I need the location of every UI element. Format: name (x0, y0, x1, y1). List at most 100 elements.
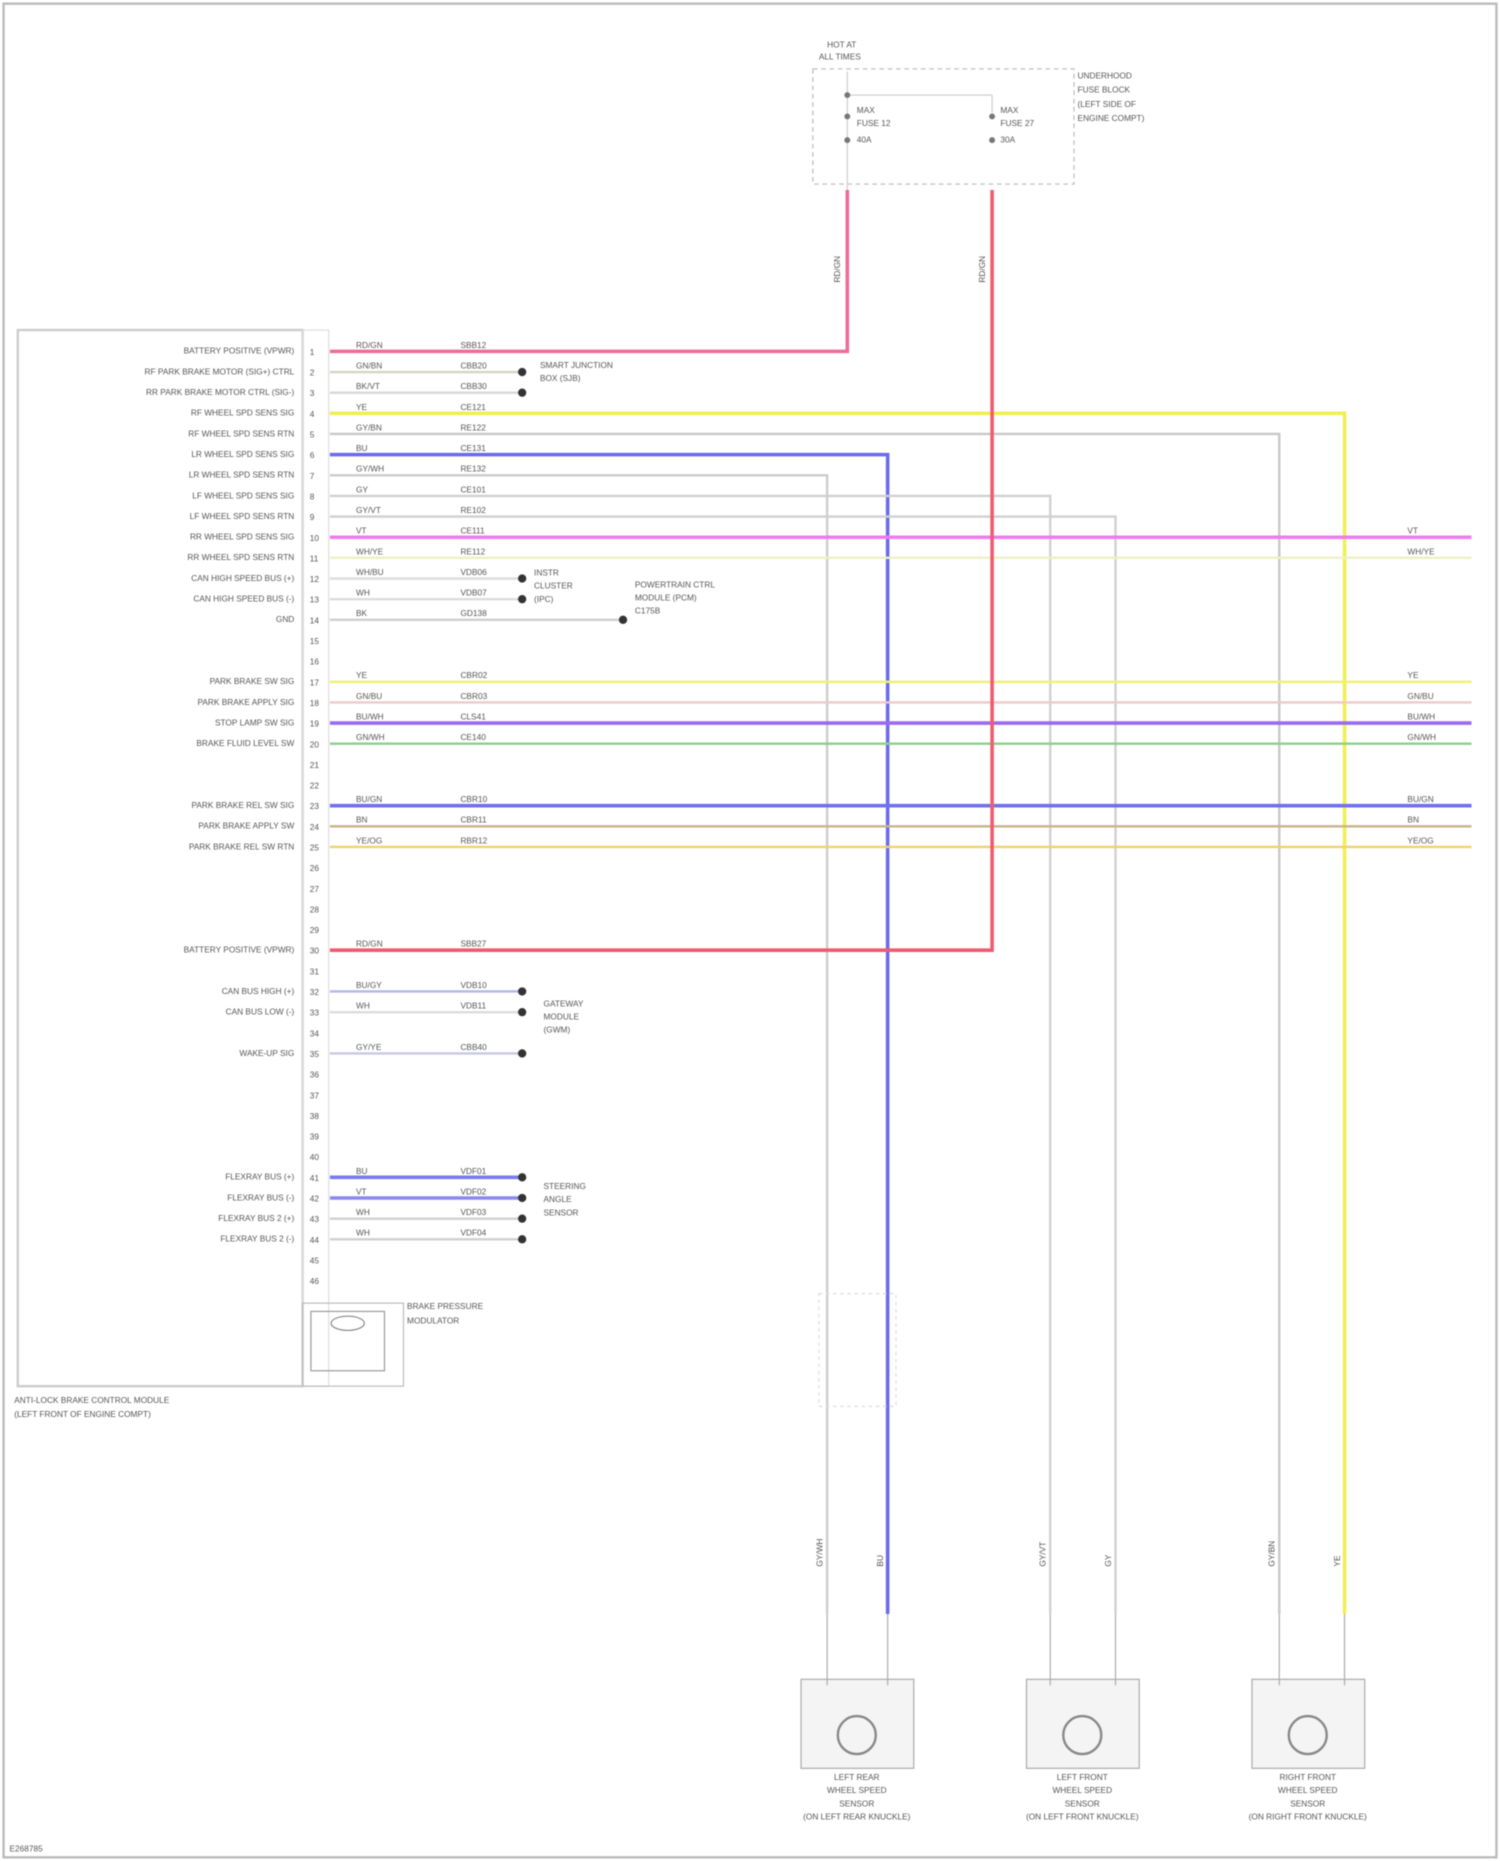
pin-function-label: RF WHEEL SPD SENS RTN (188, 428, 294, 438)
right-edge-wire-label: BU/WH (1407, 712, 1435, 722)
splice-destination-label: POWERTRAIN CTRL (635, 580, 715, 590)
fuse-box-name: UNDERHOOD (1078, 70, 1132, 80)
circuit-label: VDF02 (460, 1186, 486, 1196)
pin-number: 3 (310, 388, 315, 398)
pin-number: 30 (310, 946, 320, 956)
sensor-name: (ON LEFT REAR KNUCKLE) (803, 1811, 911, 1821)
pin-number: 39 (310, 1132, 320, 1142)
splice-dot (517, 388, 527, 397)
circuit-label: CBR03 (460, 691, 487, 701)
pin-function-label: RF WHEEL SPD SENS SIG (191, 408, 294, 418)
circuit-label: CBB20 (460, 360, 487, 370)
splice-destination-label: (IPC) (534, 594, 554, 604)
circuit-label: CE101 (460, 484, 486, 494)
circuit-label: RE132 (460, 464, 486, 474)
splice-dot (517, 987, 527, 996)
pin-number: 20 (310, 739, 320, 749)
circuit-label: VDB11 (460, 1001, 486, 1011)
pin-number: 33 (310, 1008, 320, 1018)
wire-color-label: WH/BU (356, 567, 384, 577)
wire-color-label: YE (356, 402, 368, 412)
wire-color-label: GN/BN (356, 360, 382, 370)
wire-color-label: BN (356, 815, 368, 825)
wire-color-label: GY/BN (356, 422, 382, 432)
pin-function-label: LR WHEEL SPD SENS SIG (191, 449, 294, 459)
right-edge-wire-label: WH/YE (1407, 546, 1435, 556)
fuse-left-text: FUSE 12 (857, 118, 891, 128)
pin-number: 9 (310, 512, 315, 522)
pin-number: 31 (310, 966, 320, 976)
sensor-name: (ON LEFT FRONT KNUCKLE) (1026, 1811, 1139, 1821)
splice-dot (517, 1007, 527, 1017)
circuit-label: RE122 (460, 422, 486, 432)
wire-color-label: YE (356, 670, 368, 680)
pin-function-label: CAN HIGH SPEED BUS (-) (193, 594, 294, 604)
splice-destination-label: SMART JUNCTION (540, 360, 613, 370)
splice-destination-label: MODULE (PCM) (635, 593, 697, 603)
pin-number: 46 (310, 1276, 320, 1286)
fuse-right-text: MAX (1000, 105, 1018, 115)
pin-number: 18 (310, 698, 320, 708)
splice-dot (517, 595, 527, 604)
splice-dot (517, 1173, 527, 1182)
pin-function-label: FLEXRAY BUS (-) (227, 1192, 294, 1202)
pin-function-label: CAN BUS HIGH (+) (222, 986, 295, 996)
sensor-wire-label: GY (1103, 1554, 1113, 1566)
pin-function-label: CAN HIGH SPEED BUS (+) (191, 573, 294, 583)
circuit-label: RE112 (460, 546, 485, 556)
pin-function-label: LF WHEEL SPD SENS RTN (190, 511, 295, 521)
splice-destination-label: INSTR (534, 568, 559, 578)
right-edge-wire-label: YE/OG (1407, 835, 1433, 845)
pin-function-label: FLEXRAY BUS 2 (-) (220, 1234, 294, 1244)
pin-function-label: CAN BUS LOW (-) (226, 1007, 295, 1017)
wire-color-label: BU (356, 443, 368, 453)
wire-color-label: VT (356, 526, 367, 536)
sensor-name: (ON RIGHT FRONT KNUCKLE) (1249, 1811, 1367, 1821)
pin-function-label: RR WHEEL SPD SENS SIG (190, 532, 294, 542)
pin-number: 41 (310, 1173, 320, 1183)
splice-dot (517, 1214, 527, 1223)
fuse-right-text: FUSE 27 (1000, 118, 1034, 128)
wire (329, 432, 1281, 1615)
wire-color-label: GN/WH (356, 732, 385, 742)
circuit-label: CLS41 (460, 712, 486, 722)
wire-color-label: GY (356, 484, 368, 494)
abs-module: BRAKE PRESSURE MODULATOR ANTI-LOCK BRAKE… (14, 328, 484, 1419)
splice-dot (517, 1193, 527, 1203)
wire-color-label: GN/BU (356, 691, 382, 701)
splice-destination-label: MODULE (544, 1012, 580, 1022)
sensor-icon (836, 1714, 877, 1756)
pin-function-label: BRAKE FLUID LEVEL SW (196, 738, 294, 748)
sensor-name: SENSOR (1290, 1798, 1325, 1808)
sensor-icon (1062, 1714, 1103, 1756)
pin-function-label: BATTERY POSITIVE (VPWR) (184, 346, 295, 356)
footer-code: E268785 (9, 1843, 43, 1853)
splice-destination-label: ANGLE (544, 1194, 573, 1204)
splice-destination-label: BOX (SJB) (540, 373, 581, 383)
pin-number: 28 (310, 904, 320, 914)
sensor-name: SENSOR (839, 1798, 874, 1808)
pin-number: 29 (310, 925, 320, 935)
splice-destination-label: CLUSTER (534, 581, 573, 591)
circuit-label: VDB07 (460, 588, 487, 598)
sensors: GY/WH BU LEFT REAR WHEEL SPEED SENSOR (ON LEF… (800, 1538, 1367, 1821)
circuit-label: VDF03 (460, 1207, 486, 1217)
pin-function-label: RR WHEEL SPD SENS RTN (187, 552, 294, 562)
fuse-right-text: 30A (1000, 135, 1015, 145)
pin-number: 38 (310, 1111, 320, 1121)
pin-number: 8 (310, 491, 315, 501)
sensor-wire-label: BU (875, 1555, 885, 1567)
sensor-name: WHEEL SPEED (1278, 1785, 1338, 1795)
wires: VT WH/YE YE GN/BU BU/WH GN/WH BU/GN BN YE/OG (329, 189, 1472, 1615)
wire (329, 189, 850, 354)
pin-number: 4 (310, 409, 315, 419)
inline-connector (818, 1293, 897, 1407)
pin-number: 43 (310, 1214, 320, 1224)
pin-function-label: WAKE-UP SIG (239, 1048, 294, 1058)
circuit-label: CBB40 (460, 1042, 487, 1052)
wire-color-label: GY/YE (356, 1042, 382, 1052)
circuit-label: GD138 (460, 608, 487, 618)
wire (329, 452, 890, 1615)
pin-number: 23 (310, 801, 320, 811)
